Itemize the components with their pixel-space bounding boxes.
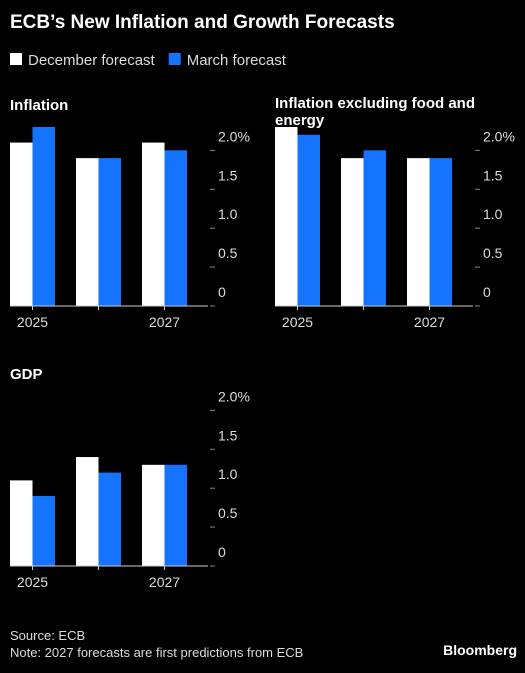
- y-tick-label: 1.5: [483, 167, 503, 183]
- bar: [32, 127, 55, 306]
- x-tick-label: 2027: [414, 314, 445, 330]
- y-tick-label: 1.5: [218, 167, 238, 183]
- y-tick-label: 2.0%: [483, 128, 515, 144]
- y-tick-label: 0.5: [483, 245, 503, 261]
- bar: [98, 472, 121, 566]
- y-tick-label: 0.5: [218, 505, 238, 521]
- bar: [341, 158, 364, 306]
- legend-label: March forecast: [187, 52, 287, 69]
- x-tick-label: 2025: [17, 574, 48, 590]
- panel-title: Inflation: [10, 97, 69, 114]
- bar: [297, 134, 320, 306]
- bar: [142, 464, 165, 566]
- bar: [98, 158, 121, 306]
- legend-swatch: [168, 53, 181, 65]
- bar: [407, 158, 430, 306]
- y-tick-label: 1.0: [218, 466, 238, 482]
- x-tick-label: 2025: [17, 314, 48, 330]
- bar: [275, 127, 298, 306]
- bar: [10, 480, 33, 566]
- y-tick-label: 0: [218, 544, 226, 560]
- x-tick-label: 2027: [149, 314, 180, 330]
- x-tick-label: 2027: [149, 574, 180, 590]
- bar: [142, 142, 165, 306]
- bar: [164, 464, 187, 566]
- title: ECB’s New Inflation and Growth Forecasts: [10, 12, 395, 33]
- y-tick-label: 2.0%: [218, 128, 250, 144]
- source: Source: ECB: [10, 628, 86, 643]
- y-tick-label: 0: [483, 284, 491, 300]
- bar: [32, 495, 55, 566]
- panel-title: Inflation excluding food and energy: [275, 95, 475, 129]
- bar: [429, 158, 452, 306]
- bar: [76, 457, 99, 566]
- y-tick-label: 2.0%: [218, 388, 250, 404]
- y-tick-label: 1.0: [218, 206, 238, 222]
- x-tick-label: 2025: [282, 314, 313, 330]
- bar: [363, 150, 386, 306]
- legend-label: December forecast: [28, 52, 156, 69]
- y-tick-label: 1.0: [483, 206, 503, 222]
- y-tick-label: 0.5: [218, 245, 238, 261]
- y-tick-label: 1.5: [218, 427, 238, 443]
- legend-swatch: [10, 53, 22, 65]
- bar: [76, 158, 99, 306]
- y-tick-label: 0: [218, 284, 226, 300]
- logo: Bloomberg: [443, 642, 517, 658]
- bar: [164, 150, 187, 306]
- bar: [10, 142, 33, 306]
- note: Note: 2027 forecasts are first predictio…: [10, 645, 304, 660]
- panel-title: GDP: [10, 366, 43, 383]
